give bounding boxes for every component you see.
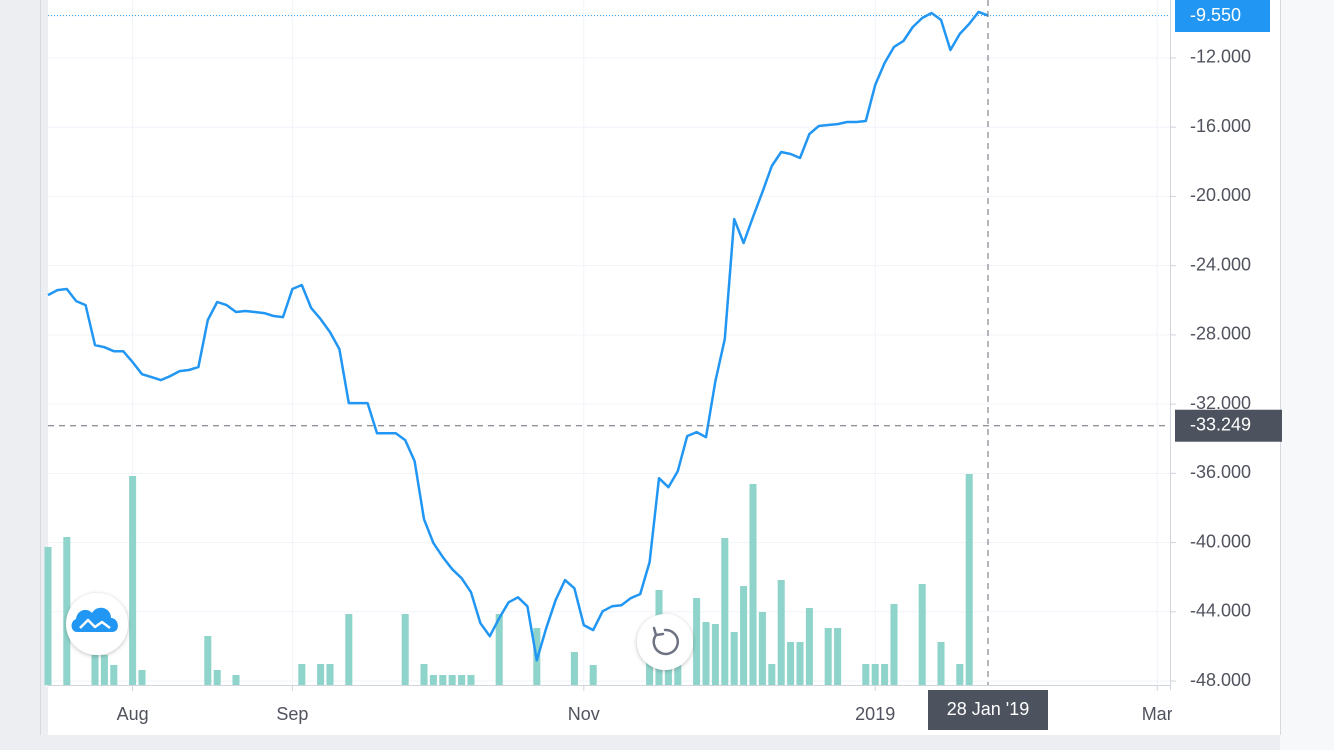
axes: -48.000 -44.000 -40.000 -36.000 -32.000 -28.0… — [117, 47, 1251, 724]
volume-bar — [956, 664, 964, 685]
volume-bar — [448, 675, 456, 685]
replay-button[interactable] — [637, 614, 693, 670]
volume-bar — [711, 624, 719, 685]
volume-bar — [758, 612, 766, 685]
volume-bar — [129, 476, 137, 685]
volume-bar — [881, 664, 889, 685]
last-price-box — [1175, 0, 1270, 32]
volume-bar — [63, 537, 71, 685]
volume-bar — [204, 636, 212, 685]
replay-arrow — [652, 626, 665, 637]
volume-bar — [890, 604, 898, 685]
chart-panel — [48, 0, 1280, 735]
volume-bar — [834, 628, 842, 685]
crosshair-price-box — [1175, 409, 1282, 442]
x-tick-label: Mar — [1142, 704, 1173, 724]
volume-bar — [401, 614, 409, 685]
volume-bar — [458, 675, 466, 685]
y-tick-label: -32.000 — [1190, 393, 1251, 413]
volume-bar — [862, 664, 870, 685]
volume-bar — [298, 664, 306, 685]
x-tick-label: Aug — [117, 704, 149, 724]
volume-bar — [138, 670, 146, 685]
y-tick-label: -24.000 — [1190, 254, 1251, 274]
y-tick-label: -28.000 — [1190, 324, 1251, 344]
volume-bar — [693, 598, 701, 685]
crosshair-price-label: -33.249 — [1190, 414, 1251, 434]
volume-bar — [646, 650, 654, 685]
volume-bar — [91, 655, 99, 685]
volume-bar — [787, 642, 795, 685]
right-margin — [1280, 0, 1334, 750]
volume-bar — [937, 642, 945, 685]
volume-bar — [110, 665, 118, 685]
x-tick-label: Sep — [276, 704, 308, 724]
volume-bar — [730, 632, 738, 685]
volume-bar — [918, 584, 926, 685]
y-tick-label: -20.000 — [1190, 185, 1251, 205]
last-price-label: -9.550 — [1190, 5, 1241, 25]
volume-bar — [740, 586, 748, 685]
volume-bar — [702, 622, 710, 685]
volume-bar — [317, 664, 325, 685]
replay-arc — [652, 628, 680, 656]
overlay: -9.550 -33.249 28 Jan '19 — [48, 0, 1282, 730]
x-tick-label: 2019 — [855, 704, 895, 724]
price-series — [47, 10, 989, 662]
volume-bar — [824, 628, 832, 685]
volume-bar — [439, 675, 447, 685]
y-tick-label: -12.000 — [1190, 47, 1251, 67]
volume-bar — [796, 642, 804, 685]
y-tick-label: -36.000 — [1190, 462, 1251, 482]
x-tick-label: Nov — [568, 704, 600, 724]
volume-bar — [805, 608, 813, 685]
volume-bar — [674, 664, 682, 685]
volume-bar — [326, 664, 334, 685]
volume-bar — [232, 675, 240, 685]
volume-bar — [871, 664, 879, 685]
volume-bar — [467, 675, 475, 685]
volume-bar — [570, 652, 578, 685]
logo-button[interactable] — [66, 593, 128, 655]
price-line — [47, 10, 989, 662]
volume-bar — [100, 655, 108, 685]
replay-circle — [637, 614, 693, 670]
volume-bar — [429, 675, 437, 685]
volume-bar — [749, 484, 757, 685]
volume-bar — [777, 580, 785, 685]
y-tick-label: -44.000 — [1190, 601, 1251, 621]
volume-bar — [44, 547, 52, 685]
volume-bar — [965, 474, 973, 685]
x-tick-labels: Aug Sep Nov 2019 Mar — [117, 704, 1173, 724]
volume-bar — [495, 614, 503, 685]
volume-bar — [589, 665, 597, 685]
y-tick-label: -40.000 — [1190, 531, 1251, 551]
volume-bar — [768, 664, 776, 685]
y-tick-label: -16.000 — [1190, 116, 1251, 136]
volume-bar — [420, 664, 428, 685]
volume-bar — [345, 614, 353, 685]
volume-bar — [721, 538, 729, 685]
crosshair-date-box — [928, 690, 1048, 730]
y-tick-label: -48.000 — [1190, 670, 1251, 690]
volume-bar — [213, 670, 221, 685]
crosshair-date-label: 28 Jan '19 — [947, 699, 1030, 719]
logo-wave — [79, 618, 111, 629]
